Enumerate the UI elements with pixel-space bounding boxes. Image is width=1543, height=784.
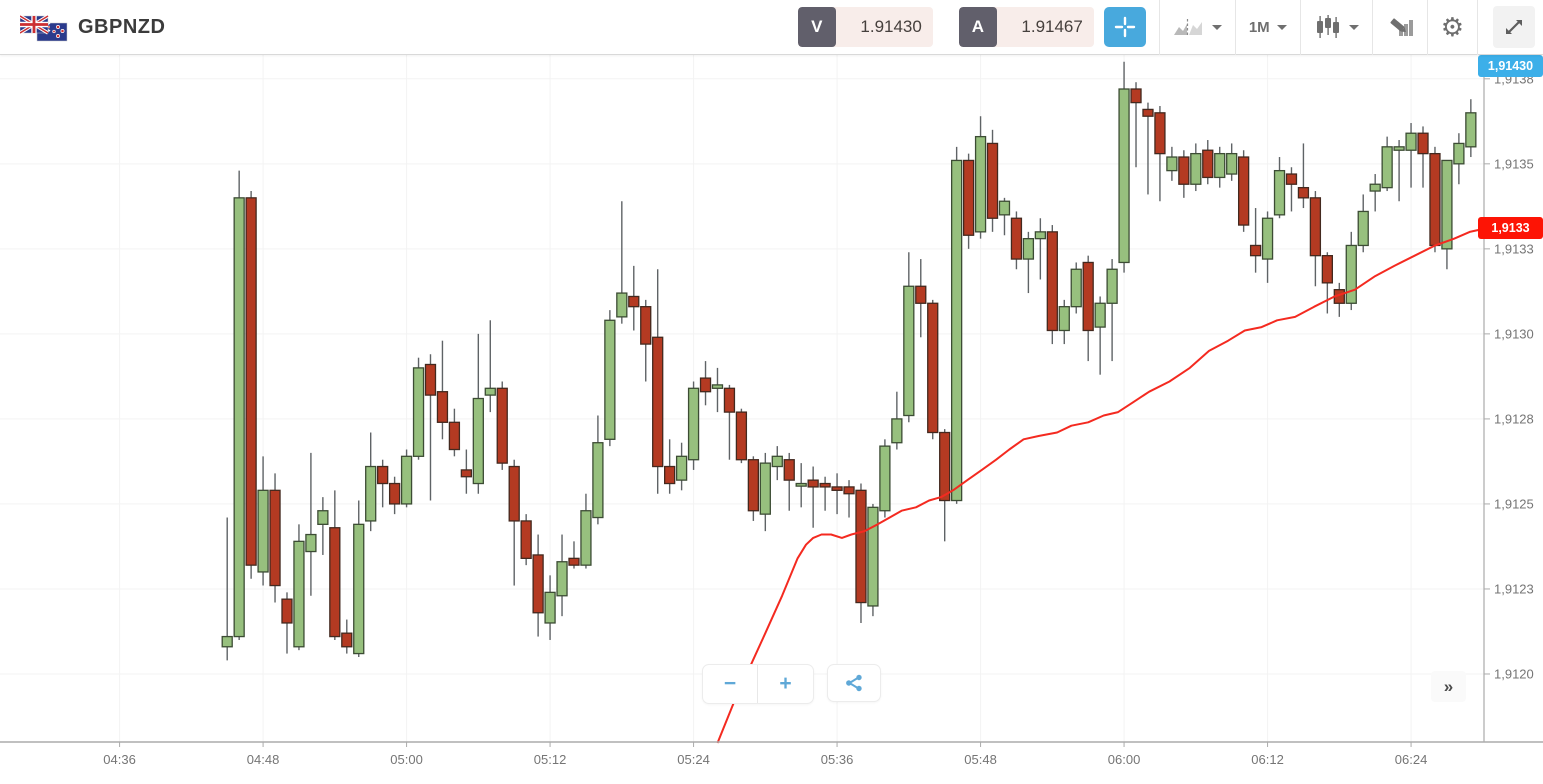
- svg-text:05:12: 05:12: [534, 752, 567, 767]
- chevron-down-icon: [1211, 24, 1222, 30]
- toolbar-separator: [1299, 0, 1301, 55]
- crosshair-icon: [1114, 16, 1136, 38]
- chevron-down-icon: [1276, 24, 1287, 30]
- share-button[interactable]: [827, 664, 881, 702]
- share-icon: [846, 674, 862, 692]
- svg-text:05:48: 05:48: [964, 752, 997, 767]
- svg-text:06:24: 06:24: [1395, 752, 1428, 767]
- svg-text:05:24: 05:24: [677, 752, 710, 767]
- price-chart[interactable]: 1,91381,91351,91331,91301,91281,91251,91…: [0, 55, 1543, 783]
- settings-button[interactable]: ⚙: [1441, 14, 1464, 40]
- uk-flag-icon: [20, 14, 49, 35]
- svg-text:04:48: 04:48: [247, 752, 280, 767]
- svg-text:06:00: 06:00: [1108, 752, 1141, 767]
- last-price-tag: 1,91430: [1478, 55, 1543, 77]
- chart-header: GBPNZD V 1.91430 A 1.91467 1M: [0, 0, 1543, 55]
- svg-text:05:36: 05:36: [821, 752, 854, 767]
- currency-pair-flags: [20, 11, 70, 43]
- bid-value: 1.91430: [860, 17, 922, 36]
- svg-text:04:36: 04:36: [103, 752, 136, 767]
- fullscreen-button[interactable]: [1493, 6, 1535, 48]
- chart-style-dropdown[interactable]: [1173, 15, 1222, 39]
- chevron-down-icon: [1348, 24, 1359, 30]
- svg-text:1,9123: 1,9123: [1494, 581, 1534, 596]
- timeframe-dropdown[interactable]: 1M: [1249, 19, 1287, 36]
- toolbar-separator: [1371, 0, 1373, 55]
- expand-icon: [1506, 20, 1522, 34]
- svg-text:1,9135: 1,9135: [1494, 156, 1534, 171]
- ask-button[interactable]: A 1.91467: [958, 7, 1094, 47]
- svg-text:1,9125: 1,9125: [1494, 496, 1534, 511]
- draw-indicator-icon: [1390, 18, 1413, 36]
- zoom-out-button[interactable]: −: [703, 665, 758, 703]
- ma-price-tag: 1,9133: [1478, 217, 1543, 240]
- toolbar-separator: [1426, 0, 1428, 55]
- ask-value: 1.91467: [1021, 17, 1083, 36]
- svg-text:06:12: 06:12: [1251, 752, 1284, 767]
- chart-area[interactable]: 1,9138 1,9135 1,9133 1,9130 1,9128 1,9125 1,91…: [0, 55, 1543, 783]
- candlestick-icon: [1316, 15, 1339, 38]
- crosshair-button[interactable]: [1103, 7, 1146, 47]
- toolbar-separator: [1158, 0, 1160, 55]
- chart-type-dropdown[interactable]: [1314, 14, 1359, 40]
- svg-text:05:00: 05:00: [390, 752, 423, 767]
- drawing-tools-button[interactable]: [1386, 15, 1414, 39]
- symbol-title: GBPNZD: [78, 15, 166, 38]
- svg-text:1,9128: 1,9128: [1494, 411, 1534, 426]
- chart-zoom-controls: − +: [702, 664, 881, 704]
- gear-icon: ⚙: [1440, 12, 1464, 42]
- timeframe-label: 1M: [1248, 18, 1270, 36]
- toolbar-separator: [1477, 0, 1478, 55]
- svg-text:1,9133: 1,9133: [1494, 241, 1534, 256]
- svg-text:1,9120: 1,9120: [1494, 666, 1534, 681]
- bid-label: V: [797, 7, 836, 47]
- zoom-pill: − +: [702, 664, 814, 704]
- svg-text:1,9130: 1,9130: [1494, 326, 1534, 341]
- compare-charts-icon: [1173, 19, 1202, 37]
- zoom-in-button[interactable]: +: [779, 672, 792, 695]
- toolbar-separator: [1234, 0, 1236, 55]
- collapse-panel-button[interactable]: »: [1431, 671, 1466, 702]
- bid-button[interactable]: V 1.91430: [797, 7, 933, 47]
- ask-label: A: [958, 7, 997, 47]
